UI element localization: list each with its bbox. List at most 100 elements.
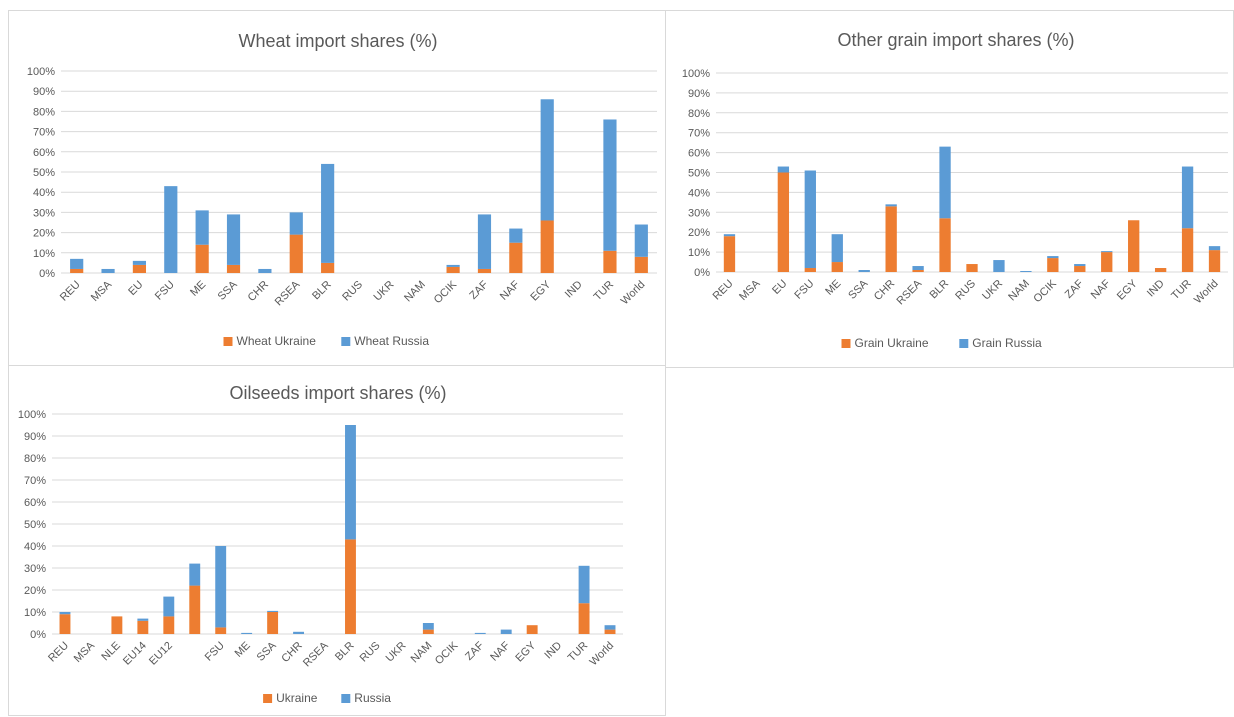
y-tick-label: 20% xyxy=(33,228,55,240)
x-category-label: World xyxy=(1192,278,1221,307)
bar-ukraine-ssa xyxy=(226,264,241,273)
bar-russia-naf xyxy=(500,629,512,634)
x-category-label: NAF xyxy=(488,639,512,663)
x-category-label: NAM xyxy=(409,640,435,666)
y-tick-label: 50% xyxy=(24,519,46,531)
y-tick-label: 60% xyxy=(688,148,710,160)
bar-russia-nam xyxy=(1020,271,1032,272)
bar-russia-me xyxy=(831,234,843,263)
bar-ukraine-egy xyxy=(540,220,554,273)
bar-russia-naf xyxy=(1101,251,1113,253)
x-category-label: ME xyxy=(233,640,253,660)
x-category-label: TUR xyxy=(566,640,591,665)
bar-russia-ukr xyxy=(993,260,1005,272)
y-tick-label: 80% xyxy=(688,108,710,120)
bar-russia-eu xyxy=(777,166,790,173)
y-tick-label: 30% xyxy=(688,207,710,219)
legend-label-russia: Wheat Russia xyxy=(354,334,429,348)
y-tick-label: 40% xyxy=(24,541,46,553)
y-tick-label: 20% xyxy=(24,585,46,597)
bar-ukraine-blr xyxy=(939,218,951,272)
x-category-label: NAF xyxy=(498,278,522,302)
y-tick-label: 30% xyxy=(24,563,46,575)
bar-ukraine-chr xyxy=(885,206,897,272)
bar-russia-world xyxy=(634,224,648,257)
x-category-label: FSU xyxy=(153,279,177,303)
x-category-label: EGY xyxy=(513,639,538,664)
x-category-label: MSA xyxy=(72,639,98,665)
y-tick-label: 90% xyxy=(24,431,46,443)
x-category-label: World xyxy=(587,640,616,669)
bar-russia-blr xyxy=(321,163,335,263)
chart-title: Wheat import shares (%) xyxy=(238,31,437,51)
y-tick-label: 40% xyxy=(688,187,710,199)
bar-ukraine-ind xyxy=(1154,268,1167,272)
bar-russia-tur xyxy=(578,565,590,604)
grain-chart-panel: Other grain import shares (%) 0% 10% 20% 30%… xyxy=(665,10,1234,368)
legend-swatch-ukraine xyxy=(841,339,851,348)
x-category-label: FSU xyxy=(792,278,816,302)
x-category-label: SSA xyxy=(216,278,241,303)
x-category-label: ME xyxy=(188,279,208,299)
bar-ukraine-zaf xyxy=(477,268,492,273)
x-category-label: MSA xyxy=(737,277,763,303)
bar-ukraine-egy xyxy=(526,625,538,634)
bar-ukraine-reu xyxy=(723,236,736,272)
bar-ukraine-ocik xyxy=(446,266,460,273)
x-category-label: BLR xyxy=(310,279,334,303)
bar-ukraine-reu xyxy=(59,614,71,634)
bar-ukraine-egy xyxy=(1128,220,1140,272)
bar-ukraine-eu14 xyxy=(137,620,149,634)
y-tick-label: 10% xyxy=(33,248,55,260)
bar-russia-zaf xyxy=(1074,264,1086,267)
bar-russia-ocik xyxy=(446,264,460,267)
bar-russia-eu xyxy=(132,260,147,265)
x-category-label: REU xyxy=(46,640,71,665)
x-category-label: EU14 xyxy=(121,640,149,668)
bar-ukraine-fsu xyxy=(804,268,816,272)
bar-russia-fsu xyxy=(164,186,178,273)
bar-ukraine-world xyxy=(604,629,616,634)
y-tick-label: 90% xyxy=(33,86,55,98)
bar-russia-nam xyxy=(422,623,434,630)
x-category-label: NAF xyxy=(1089,277,1113,301)
x-category-label: OCIK xyxy=(433,639,461,667)
bar-russia-eu14 xyxy=(137,618,149,621)
x-category-label: OCIK xyxy=(432,278,460,306)
x-category-label: EGY xyxy=(1115,277,1140,302)
legend-label-ukraine: Wheat Ukraine xyxy=(237,334,317,348)
bar-russia-rsea xyxy=(289,212,303,235)
y-tick-label: 70% xyxy=(33,127,55,139)
legend-swatch-russia xyxy=(959,339,969,348)
bar-ukraine-world xyxy=(634,256,648,273)
bar-russia-tur xyxy=(1181,166,1194,229)
x-category-label: REU xyxy=(711,278,736,303)
bar-russia-zaf xyxy=(477,214,492,269)
x-category-label: NLE xyxy=(99,640,123,664)
x-category-label: IND xyxy=(1145,278,1167,300)
y-tick-label: 70% xyxy=(688,128,710,140)
bar-ukraine-world xyxy=(1208,250,1221,272)
x-category-label: EU xyxy=(770,278,789,297)
bar-ukraine-nle xyxy=(111,616,123,634)
x-category-label: EU12 xyxy=(147,640,175,668)
y-tick-label: 30% xyxy=(33,207,55,219)
x-category-label: OCIK xyxy=(1031,277,1059,305)
bar-russia-rsea xyxy=(912,266,924,271)
bar-russia-reu xyxy=(70,258,84,269)
bar-russia-chr xyxy=(293,631,305,634)
bar-russia-blank xyxy=(189,563,201,586)
bar-ukraine-zaf xyxy=(1074,266,1086,272)
y-tick-label: 90% xyxy=(688,88,710,100)
y-tick-label: 100% xyxy=(682,68,710,80)
bar-ukraine-ssa xyxy=(267,612,279,634)
bar-ukraine-blr xyxy=(345,539,356,634)
bar-ukraine-rsea xyxy=(912,270,924,272)
x-category-label: EGY xyxy=(528,278,553,303)
x-category-label: SSA xyxy=(846,277,871,302)
bar-ukraine-blank xyxy=(189,585,201,634)
x-category-label: ZAF xyxy=(1063,277,1086,300)
x-category-label: TUR xyxy=(592,279,617,304)
bar-ukraine-naf xyxy=(509,242,523,273)
legend-label-russia: Grain Russia xyxy=(972,336,1042,350)
